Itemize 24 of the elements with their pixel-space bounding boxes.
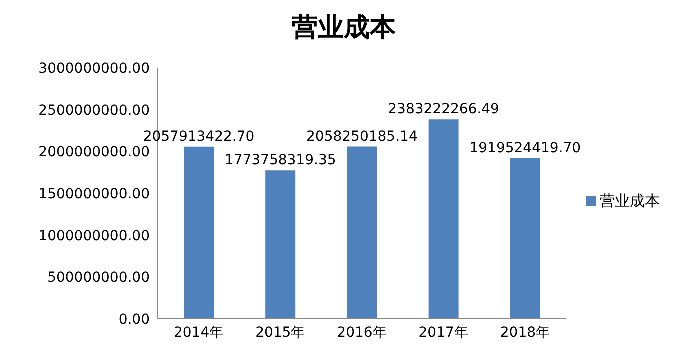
y-tick-label: 0.00 — [118, 312, 150, 328]
bar — [184, 146, 214, 319]
y-tick-label: 3000000000.00 — [38, 60, 150, 77]
x-tick-label: 2016年 — [337, 324, 387, 341]
y-tick-label: 2000000000.00 — [38, 144, 150, 161]
data-label: 1919524419.70 — [470, 140, 582, 156]
x-tick-label: 2018年 — [500, 324, 550, 341]
legend-label: 营业成本 — [600, 192, 660, 210]
bar — [347, 146, 378, 319]
data-label: 2057913422.70 — [143, 128, 255, 145]
y-tick-label: 500000000.00 — [48, 270, 150, 286]
data-label: 1773758319.35 — [224, 152, 336, 169]
bar — [510, 158, 540, 319]
x-tick-label: 2014年 — [174, 324, 224, 341]
chart-title: 营业成本 — [291, 12, 397, 45]
y-tick-label: 1500000000.00 — [38, 186, 150, 202]
bar — [428, 120, 459, 319]
y-tick-label: 2500000000.00 — [38, 102, 150, 119]
y-tick-label: 1000000000.00 — [38, 228, 150, 244]
data-label: 2383222266.49 — [388, 102, 500, 118]
data-label: 2058250185.14 — [306, 128, 418, 145]
x-tick-label: 2015年 — [256, 324, 306, 341]
x-tick-label: 2017年 — [418, 324, 468, 341]
bar — [266, 170, 296, 319]
